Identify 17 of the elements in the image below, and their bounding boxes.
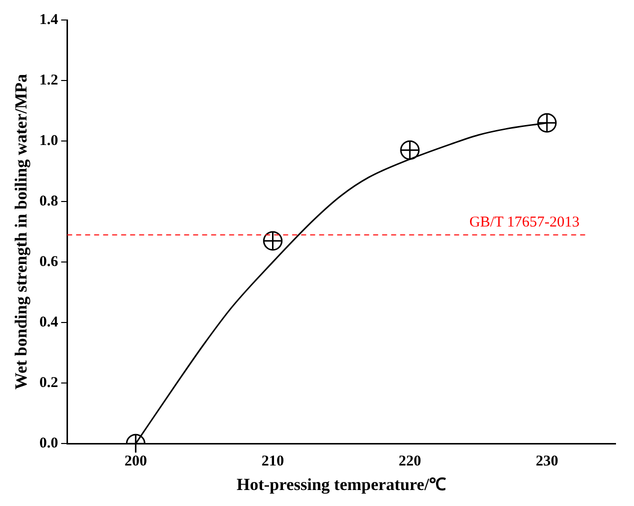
y-tick-label: 0.4 [39, 314, 59, 330]
y-tick-label: 1.0 [39, 132, 58, 149]
x-tick-label: 200 [124, 453, 147, 470]
x-tick-label: 220 [398, 453, 422, 470]
y-axis-title: Wet bonding strength in boiling water/MPa [12, 73, 31, 390]
y-tick-label: 0.8 [39, 193, 58, 210]
y-tick-label: 0.6 [39, 254, 59, 270]
x-tick-label: 210 [262, 453, 284, 470]
x-axis-title: Hot-pressing temperature/℃ [236, 475, 446, 494]
x-tick-label: 230 [536, 453, 558, 470]
y-tick-label: 0.0 [39, 435, 58, 452]
point [400, 140, 420, 160]
y-tick-label: 1.4 [39, 12, 59, 28]
y-tick-label: 1.2 [39, 72, 58, 88]
ref-line-label: GB/T 17657-2013 [469, 214, 580, 230]
y-tick-label: 0.2 [39, 374, 58, 391]
point [263, 231, 283, 251]
